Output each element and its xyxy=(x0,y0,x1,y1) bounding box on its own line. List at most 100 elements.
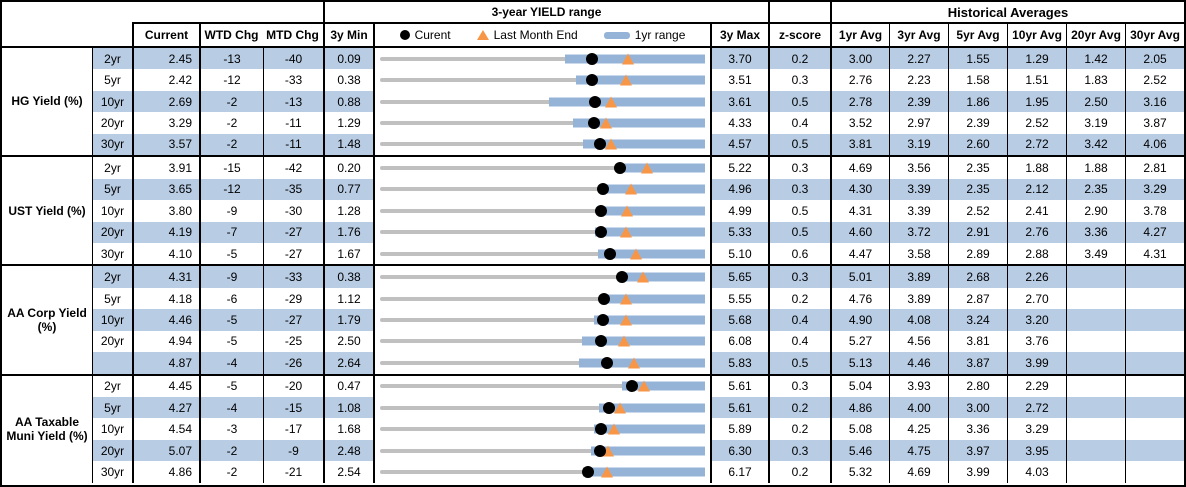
cell-3y-max: 5.61 xyxy=(710,375,768,397)
cell-20yr-avg xyxy=(1066,461,1125,483)
cell-mtd-chg: -26 xyxy=(263,352,323,374)
cell-10yr-avg: 3.99 xyxy=(1007,352,1066,374)
table-row: 5yr 4.18 -6 -29 1.12 5.55 0.2 4.76 3.89 … xyxy=(92,287,1184,310)
cell-10yr-avg: 3.95 xyxy=(1007,439,1066,462)
cell-1yr-avg: 5.01 xyxy=(830,266,889,288)
cell-20yr-avg: 2.50 xyxy=(1066,90,1125,113)
cell-3y-max: 6.30 xyxy=(710,439,768,462)
cell-1yr-avg: 3.81 xyxy=(830,133,889,156)
col-header-wtd-chg: WTD Chg xyxy=(204,28,259,42)
cell-3y-min: 2.48 xyxy=(323,439,373,462)
3y-range-track xyxy=(380,165,705,170)
cell-1yr-avg: 5.46 xyxy=(830,439,889,462)
current-marker xyxy=(616,271,629,284)
cell-3yr-avg: 4.08 xyxy=(889,309,948,331)
cell-10yr-avg: 2.72 xyxy=(1007,397,1066,419)
cell-1yr-avg: 4.90 xyxy=(830,309,889,331)
cell-10yr-avg: 3.76 xyxy=(1007,330,1066,353)
1yr-range-bar xyxy=(597,249,705,259)
range-bullet-chart xyxy=(373,439,710,462)
1yr-range-bar xyxy=(598,403,705,413)
1yr-range-bar xyxy=(582,139,705,149)
cell-z-score: 0.3 xyxy=(768,157,830,179)
cell-20yr-avg xyxy=(1066,330,1125,353)
cell-3y-max: 4.57 xyxy=(710,133,768,156)
range-bullet-chart xyxy=(373,133,710,156)
1yr-range-bar xyxy=(549,97,705,107)
cell-mtd-chg: -21 xyxy=(263,461,323,483)
cell-3y-min: 0.47 xyxy=(323,375,373,397)
last-month-end-marker xyxy=(627,357,640,369)
1yr-range-bar xyxy=(594,227,705,237)
cell-5yr-avg: 2.87 xyxy=(948,287,1007,310)
cell-tenor: 30yr xyxy=(92,133,132,156)
last-month-end-marker xyxy=(624,183,637,195)
cell-5yr-avg: 1.58 xyxy=(948,69,1007,91)
cell-3y-min: 1.76 xyxy=(323,221,373,243)
cell-30yr-avg xyxy=(1125,309,1184,331)
cell-5yr-avg: 2.52 xyxy=(948,200,1007,222)
cell-1yr-avg: 5.08 xyxy=(830,418,889,440)
cell-mtd-chg: -9 xyxy=(263,439,323,462)
range-bullet-chart xyxy=(373,309,710,331)
cell-5yr-avg: 2.80 xyxy=(948,375,1007,397)
cell-10yr-avg: 2.41 xyxy=(1007,200,1066,222)
cell-3y-max: 5.65 xyxy=(710,266,768,288)
cell-5yr-avg: 3.24 xyxy=(948,309,1007,331)
table-row: 10yr 3.80 -9 -30 1.28 4.99 0.5 4.31 3.39… xyxy=(92,200,1184,222)
cell-3yr-avg: 4.56 xyxy=(889,330,948,353)
cell-30yr-avg xyxy=(1125,397,1184,419)
cell-3yr-avg: 3.89 xyxy=(889,266,948,288)
cell-10yr-avg: 2.29 xyxy=(1007,375,1066,397)
cell-z-score: 0.2 xyxy=(768,397,830,419)
1yr-range-bar xyxy=(578,358,705,368)
cell-20yr-avg: 1.42 xyxy=(1066,48,1125,70)
3y-range-track xyxy=(380,275,705,280)
range-bullet-chart xyxy=(373,375,710,397)
col-header-20yr-avg: 20yr Avg xyxy=(1066,22,1125,46)
legend-last-month-end: Last Month End xyxy=(476,28,578,42)
cell-current: 5.07 xyxy=(132,439,199,462)
cell-current: 3.80 xyxy=(132,200,199,222)
cell-mtd-chg: -20 xyxy=(263,375,323,397)
cell-current: 4.18 xyxy=(132,287,199,310)
cell-mtd-chg: -40 xyxy=(263,48,323,70)
cell-3y-max: 5.83 xyxy=(710,352,768,374)
cell-3yr-avg: 2.39 xyxy=(889,90,948,113)
cell-3yr-avg: 3.56 xyxy=(889,157,948,179)
cell-tenor: 20yr xyxy=(92,439,132,462)
cell-z-score: 0.3 xyxy=(768,69,830,91)
cell-tenor: 30yr xyxy=(92,242,132,265)
cell-current: 3.57 xyxy=(132,133,199,156)
cell-30yr-avg: 4.06 xyxy=(1125,133,1184,156)
cell-5yr-avg: 2.91 xyxy=(948,221,1007,243)
range-bullet-chart xyxy=(373,418,710,440)
table-row: 30yr 4.10 -5 -27 1.67 5.10 0.6 4.47 3.58… xyxy=(92,242,1184,265)
cell-z-score: 0.5 xyxy=(768,133,830,156)
current-marker xyxy=(586,52,599,65)
cell-current: 2.69 xyxy=(132,90,199,113)
table-body: HG Yield (%) 2yr 2.45 -13 -40 0.09 3.70 … xyxy=(2,48,1184,483)
cell-30yr-avg xyxy=(1125,439,1184,462)
cell-5yr-avg: 2.68 xyxy=(948,266,1007,288)
range-section-title: 3-year YIELD range xyxy=(323,2,768,22)
cell-10yr-avg: 1.29 xyxy=(1007,48,1066,70)
cell-30yr-avg: 4.31 xyxy=(1125,242,1184,265)
cell-z-score: 0.5 xyxy=(768,352,830,374)
1yr-range-bar xyxy=(600,184,705,194)
header-spacer-left xyxy=(2,2,323,22)
current-marker xyxy=(587,117,600,130)
group-rows: 2yr 2.45 -13 -40 0.09 3.70 0.2 3.00 2.27… xyxy=(92,48,1184,156)
cell-wtd-chg: -6 xyxy=(199,287,263,310)
cell-tenor xyxy=(92,352,132,374)
cell-tenor: 2yr xyxy=(92,157,132,179)
3y-range-track xyxy=(380,208,705,213)
3y-range-track xyxy=(380,230,705,235)
last-month-end-marker xyxy=(600,466,613,478)
cell-3y-max: 5.55 xyxy=(710,287,768,310)
current-marker xyxy=(614,161,627,174)
last-month-end-marker xyxy=(621,205,634,217)
cell-3y-min: 1.29 xyxy=(323,112,373,134)
cell-current: 4.31 xyxy=(132,266,199,288)
cell-3yr-avg: 3.39 xyxy=(889,200,948,222)
